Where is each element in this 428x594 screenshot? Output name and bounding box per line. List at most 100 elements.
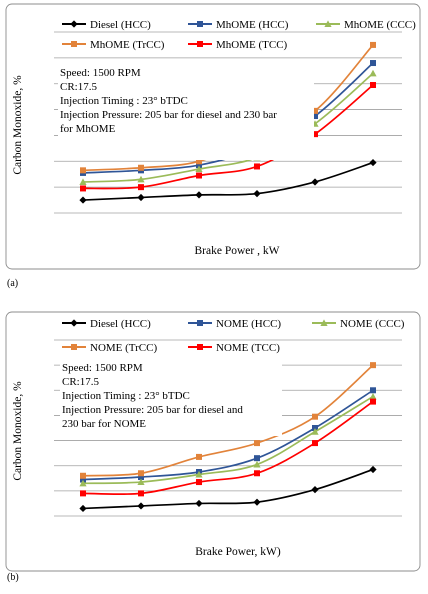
series-line [82,395,374,485]
legend-swatch-marker [71,41,77,47]
data-point [370,387,376,394]
data-point [195,191,203,199]
annotation-line: Speed: 1500 RPM [60,67,141,79]
annotation-background [60,358,282,436]
data-point [137,175,145,183]
legend-label: NOME (HCC) [216,318,281,330]
data-point [137,478,145,486]
data-point [369,392,377,400]
series-3 [80,362,376,479]
data-point [254,470,260,477]
legend-item: MhOME (TrCC) [62,39,165,51]
chart-panel-a: Diesel (HCC) MhOME (HCC) MhOME (CCC) MhOME … [5,3,421,270]
data-point [195,499,203,508]
data-point [79,178,87,185]
x-axis-title: Brake Power , kW [195,245,280,257]
data-point [196,158,202,165]
annotation-line: Injection Timing : 23° bTDC [60,95,188,107]
chart-panel-b: Diesel (HCC) NOME (HCC) NOME (CCC) NOME (Tr… [5,311,421,572]
annotation-line: CR:17.5 [62,376,99,388]
data-point [79,196,87,204]
legend-label: NOME (CCC) [340,318,405,330]
data-point [254,440,260,447]
data-point [312,440,318,447]
data-point [138,184,144,191]
legend-swatch-marker [197,21,203,27]
legend-swatch-marker [197,344,203,350]
legend-item: Diesel (HCC) [62,318,151,330]
data-point [79,504,87,513]
annotation-line: Injection Pressure: 205 bar for diesel a… [62,404,243,416]
legend-label: MhOME (CCC) [344,19,416,31]
data-point [138,164,144,171]
legend-swatch-marker [71,344,77,350]
data-point [80,167,86,174]
data-point [196,162,202,169]
data-point [253,498,261,506]
legend-item: MhOME (TCC) [188,39,288,51]
data-point [138,490,144,497]
annotation-line: Injection Pressure: 205 bar for diesel a… [60,109,277,121]
data-point [311,486,319,494]
data-point [370,41,376,48]
data-point [312,107,318,114]
legend-label: MhOME (TrCC) [90,39,165,51]
data-point [138,474,144,481]
legend-item: NOME (TCC) [188,342,280,354]
y-axis-title: Carbon Monoxide, % [12,75,24,175]
legend-item: Diesel (HCC) [62,19,151,31]
legend-label: MhOME (HCC) [216,19,289,31]
legend-swatch-marker [70,20,78,28]
annotation-background [58,62,314,160]
data-point [137,502,145,510]
legend: Diesel (HCC) MhOME (HCC) MhOME (CCC) MhOME … [62,19,416,51]
data-point [138,470,144,477]
legend-swatch-marker [320,319,328,326]
series-2 [79,392,377,487]
annotation-box: Speed: 1500 RPM CR:17.5 Injection Timing :… [58,62,314,160]
legend-label: Diesel (HCC) [90,318,151,330]
legend-swatch-marker [197,41,203,47]
data-point [80,185,86,192]
series-0 [79,465,377,513]
series-4 [80,82,376,192]
legend-item: NOME (TrCC) [62,342,157,354]
legend-item: MhOME (CCC) [316,19,416,31]
annotation-line: CR:17.5 [60,81,97,93]
data-point [80,472,86,479]
data-point [196,479,202,486]
series-0 [79,158,377,204]
annotation-line: Speed: 1500 RPM [62,362,143,374]
data-point [80,476,86,483]
data-point [79,479,87,487]
chart-frame [5,311,421,572]
data-point [137,193,145,202]
data-point [370,362,376,369]
series-line [82,161,374,201]
data-point [80,490,86,497]
legend-label: NOME (TCC) [216,342,280,354]
panel-caption: (b) [7,572,19,583]
data-point [369,158,377,167]
series-line [82,468,374,510]
data-point [195,165,203,173]
data-point [311,178,319,186]
data-point [370,82,376,89]
y-axis-title: Carbon Monoxide, % [12,381,24,481]
data-point [195,470,203,478]
legend-swatch-marker [197,320,203,326]
data-point [254,163,260,170]
data-point [370,398,376,405]
data-point [311,428,319,435]
legend-item: NOME (CCC) [312,318,405,330]
x-axis-title: Brake Power, kW) [195,546,281,558]
data-point [253,460,261,468]
data-point [312,413,318,420]
annotation-box: Speed: 1500 RPM CR:17.5 Injection Timing :… [60,358,282,436]
legend-label: MhOME (TCC) [216,39,288,51]
data-point [312,113,318,120]
data-point [254,455,260,462]
data-point [253,190,261,198]
legend-label: Diesel (HCC) [90,19,151,31]
